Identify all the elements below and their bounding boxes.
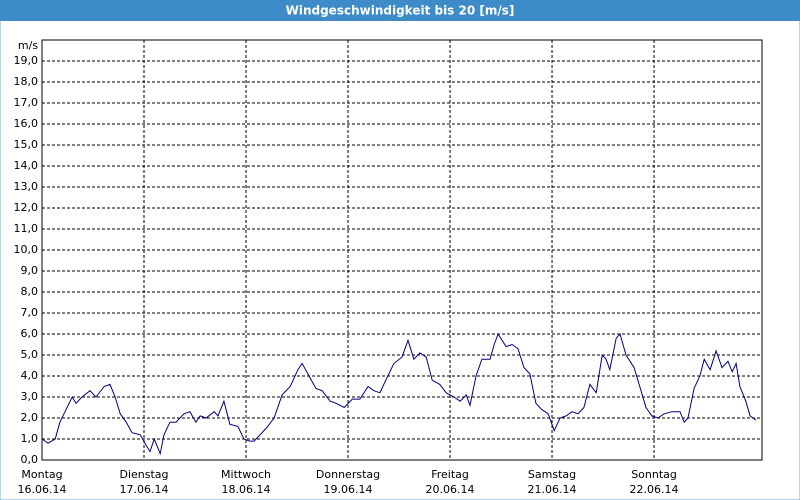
- y-tick-label: 2,0: [21, 411, 39, 424]
- y-tick-label: 9,0: [21, 264, 39, 277]
- y-tick-label: 6,0: [21, 327, 39, 340]
- x-tick-date: 18.06.14: [222, 483, 271, 496]
- y-tick-label: 14,0: [14, 159, 39, 172]
- x-tick-date: 16.06.14: [18, 483, 67, 496]
- x-tick-label: Freitag: [431, 468, 469, 481]
- y-tick-label: 18,0: [14, 75, 39, 88]
- y-tick-label: 13,0: [14, 180, 39, 193]
- y-tick-label: 10,0: [14, 243, 39, 256]
- x-tick-date: 17.06.14: [120, 483, 169, 496]
- x-tick-date: 20.06.14: [426, 483, 475, 496]
- y-tick-label: 7,0: [21, 306, 39, 319]
- x-tick-date: 19.06.14: [324, 483, 373, 496]
- y-tick-label: 12,0: [14, 201, 39, 214]
- x-tick-label: Donnerstag: [316, 468, 380, 481]
- chart-title: Windgeschwindigkeit bis 20 [m/s]: [286, 4, 515, 18]
- y-tick-label: 15,0: [14, 138, 39, 151]
- y-tick-label: 3,0: [21, 390, 39, 403]
- y-tick-label: 1,0: [21, 432, 39, 445]
- plot-frame: [41, 39, 763, 461]
- y-tick-label: 8,0: [21, 285, 39, 298]
- y-tick-label: 0,0: [21, 453, 39, 466]
- x-tick-label: Mittwoch: [221, 468, 271, 481]
- y-axis-label: m/s: [18, 39, 38, 52]
- title-bar: [0, 0, 800, 21]
- y-tick-label: 4,0: [21, 369, 39, 382]
- x-tick-label: Dienstag: [119, 468, 168, 481]
- x-tick-date: 22.06.14: [630, 483, 679, 496]
- y-tick-label: 19,0: [14, 54, 39, 67]
- wind-line: [41, 332, 757, 456]
- y-tick-label: 16,0: [14, 117, 39, 130]
- x-tick-label: Sonntag: [631, 468, 677, 481]
- x-tick-label: Montag: [21, 468, 62, 481]
- y-tick-label: 11,0: [14, 222, 39, 235]
- y-tick-label: 5,0: [21, 348, 39, 361]
- y-tick-label: 17,0: [14, 96, 39, 109]
- x-tick-date: 21.06.14: [528, 483, 577, 496]
- x-tick-label: Samstag: [528, 468, 576, 481]
